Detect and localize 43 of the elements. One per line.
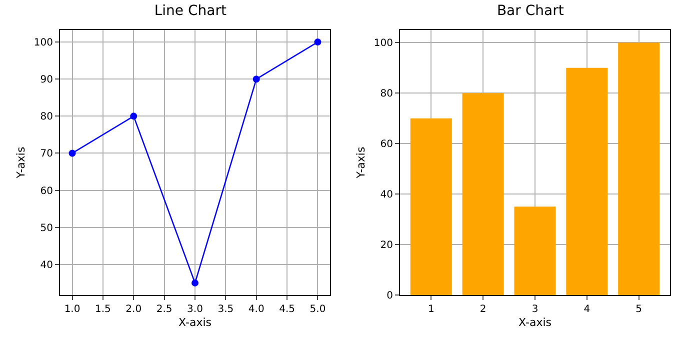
y-tick-label: 90 — [40, 74, 53, 86]
y-tick-label: 20 — [380, 240, 393, 252]
point — [252, 76, 260, 83]
x-tick-label: 1 — [428, 304, 434, 315]
y-tick-label: 60 — [40, 186, 53, 197]
y-axis-title: Y-axis — [354, 146, 368, 180]
y-tick-label: 80 — [380, 88, 393, 100]
x-tick-label: 3.5 — [218, 304, 234, 315]
y-axis-title: Y-axis — [14, 146, 28, 180]
x-tick-label: 5 — [636, 304, 642, 315]
point — [192, 279, 198, 286]
point — [130, 112, 138, 120]
y-tick-label: 50 — [40, 222, 53, 234]
x-tick-label: 4.0 — [248, 304, 264, 315]
x-tick-label: 2.5 — [156, 304, 172, 315]
point — [68, 150, 76, 157]
x-tick-label: 4.5 — [279, 304, 296, 315]
x-axis-title: X-axis — [178, 316, 212, 330]
y-tick-label: 80 — [40, 112, 53, 123]
y-tick-label: 0 — [386, 290, 393, 302]
bar — [618, 42, 660, 295]
chart-title: Line Chart — [154, 2, 227, 19]
bar — [514, 206, 556, 295]
bar — [410, 118, 452, 295]
x-tick-label: 1.5 — [94, 304, 111, 315]
x-tick-label: 5.0 — [310, 304, 326, 315]
y-tick-label: 40 — [40, 260, 53, 271]
x-tick-label: 1.0 — [64, 304, 80, 315]
point — [314, 38, 322, 46]
x-tick-label: 4 — [584, 304, 590, 315]
y-tick-label: 100 — [374, 38, 393, 50]
y-tick-label: 70 — [40, 148, 53, 160]
x-tick-label: 3 — [532, 304, 538, 315]
y-tick-label: 100 — [34, 38, 53, 49]
x-tick-label: 2.0 — [126, 304, 142, 315]
x-tick-label: 3.0 — [187, 304, 203, 315]
bar — [462, 93, 504, 295]
y-tick-label: 60 — [380, 139, 393, 150]
bar — [566, 68, 608, 295]
x-tick-label: 2 — [480, 304, 486, 315]
x-axis-title: X-axis — [518, 316, 552, 330]
y-tick-label: 40 — [380, 190, 393, 201]
chart-title: Bar Chart — [496, 2, 564, 19]
